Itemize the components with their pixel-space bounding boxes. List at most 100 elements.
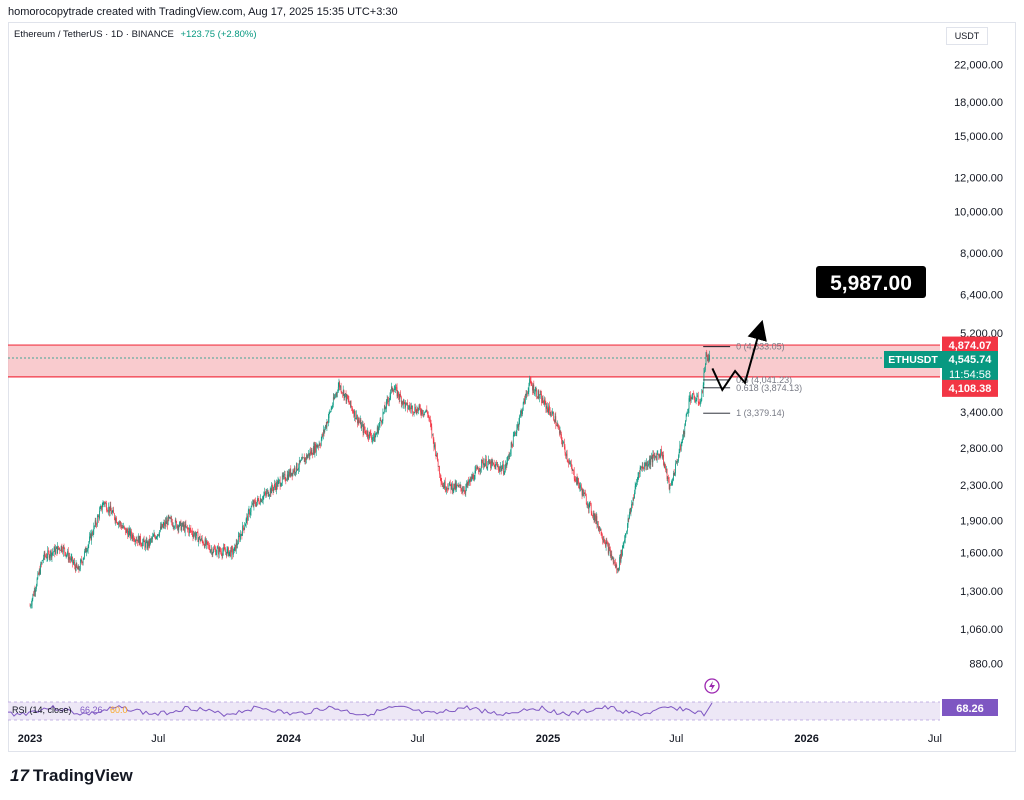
- candle-body: [653, 454, 654, 457]
- time-tick-label: Jul: [928, 733, 942, 745]
- candle-body: [689, 395, 691, 399]
- candle-body: [289, 469, 291, 476]
- candle-body: [131, 535, 133, 539]
- candle-body: [533, 384, 535, 394]
- candle-body: [65, 554, 67, 556]
- candle-body: [408, 406, 410, 409]
- candle-body: [241, 534, 243, 536]
- candle-body: [508, 456, 510, 457]
- candle-body: [349, 402, 350, 405]
- candle-body: [262, 500, 263, 501]
- chart-panel[interactable]: [8, 22, 1016, 752]
- candle-body: [169, 517, 171, 519]
- candle-body: [128, 531, 129, 537]
- candle-body: [193, 534, 195, 537]
- candle-body: [174, 526, 175, 528]
- candle-body: [130, 530, 132, 536]
- candle-body: [654, 455, 656, 457]
- symbol-info[interactable]: Ethereum / TetherUS · 1D · BINANCE +123.…: [14, 29, 257, 40]
- candle-body: [534, 390, 536, 394]
- candle-body: [601, 535, 603, 538]
- candle-body: [138, 536, 140, 545]
- candle-body: [178, 526, 180, 530]
- candle-body: [413, 412, 414, 414]
- candle-body: [451, 483, 452, 490]
- candle-body: [558, 427, 560, 434]
- projection-path[interactable]: [711, 319, 767, 392]
- candle-body: [653, 455, 655, 457]
- candle-body: [183, 525, 185, 528]
- candle-body: [67, 551, 69, 560]
- candle-body: [413, 412, 415, 413]
- candle-body: [240, 534, 242, 535]
- candle-body: [515, 433, 517, 434]
- candle-body: [602, 537, 603, 541]
- candle-body: [411, 406, 413, 407]
- candle-body: [517, 424, 519, 427]
- alert-icon[interactable]: [704, 678, 720, 694]
- candle-body: [474, 470, 476, 480]
- candle-body: [410, 407, 411, 410]
- candle-body: [213, 548, 215, 550]
- candle-body: [399, 394, 401, 399]
- candle-body: [232, 548, 234, 555]
- candle-body: [489, 461, 491, 464]
- candle-body: [473, 474, 474, 480]
- svg-text:4,108.38: 4,108.38: [949, 383, 992, 395]
- candle-body: [79, 561, 81, 570]
- candle-body: [325, 425, 326, 429]
- candle-body: [143, 539, 145, 543]
- candle-body: [85, 547, 87, 553]
- candle-body: [62, 546, 64, 553]
- rsi-pane[interactable]: RSI (14, close) 66.26 60.0 68.26: [8, 678, 998, 721]
- candle-body: [478, 470, 480, 472]
- candle-body: [476, 468, 477, 470]
- candle-body: [635, 484, 637, 486]
- candle-body: [307, 455, 309, 459]
- candle-body: [401, 401, 403, 404]
- candle-body: [454, 483, 455, 489]
- candle-body: [369, 431, 371, 433]
- symbol-price-tag: [884, 351, 942, 368]
- currency-selector[interactable]: USDT: [946, 27, 988, 45]
- candle-body: [652, 454, 654, 463]
- candle-body: [702, 390, 703, 393]
- candle-body: [116, 517, 117, 523]
- candle-body: [593, 513, 595, 521]
- price-tick-label: 8,000.00: [960, 248, 1003, 260]
- candle-body: [488, 459, 490, 464]
- candle-body: [340, 385, 342, 392]
- candle-body: [562, 443, 564, 445]
- candle-body: [259, 498, 261, 505]
- candle-body: [363, 426, 365, 433]
- price-axis[interactable]: 22,000.00 18,000.00 15,000.00 12,000.00 10,0…: [954, 60, 1003, 671]
- candle-body: [556, 424, 557, 426]
- candle-body: [509, 453, 511, 457]
- candle-body: [520, 413, 521, 416]
- candle-body: [381, 420, 382, 423]
- candle-body: [59, 548, 61, 551]
- candle-body: [246, 515, 248, 519]
- candle-body: [493, 464, 495, 465]
- candle-body: [164, 522, 165, 526]
- candle-body: [502, 464, 503, 469]
- candle-body: [345, 393, 347, 401]
- candle-body: [484, 463, 486, 467]
- rsi-inline-value-2: 60.0: [110, 705, 128, 715]
- candle-body: [33, 589, 35, 596]
- candle-body: [549, 405, 550, 411]
- candle-body: [521, 410, 523, 415]
- candle-body: [498, 466, 499, 469]
- candle-body: [537, 390, 539, 399]
- time-axis[interactable]: 2023 Jul 2024 Jul 2025 Jul 2026 Jul: [18, 733, 942, 745]
- candle-body: [291, 472, 292, 476]
- candle-body: [208, 545, 210, 549]
- candle-body: [68, 557, 70, 560]
- candle-body: [386, 400, 387, 409]
- tradingview-logo[interactable]: 17 TradingView: [10, 766, 133, 786]
- candle-body: [126, 529, 128, 532]
- target-annotation[interactable]: 5,987.00: [816, 266, 926, 298]
- candle-body: [634, 486, 636, 493]
- candle-body: [281, 475, 283, 484]
